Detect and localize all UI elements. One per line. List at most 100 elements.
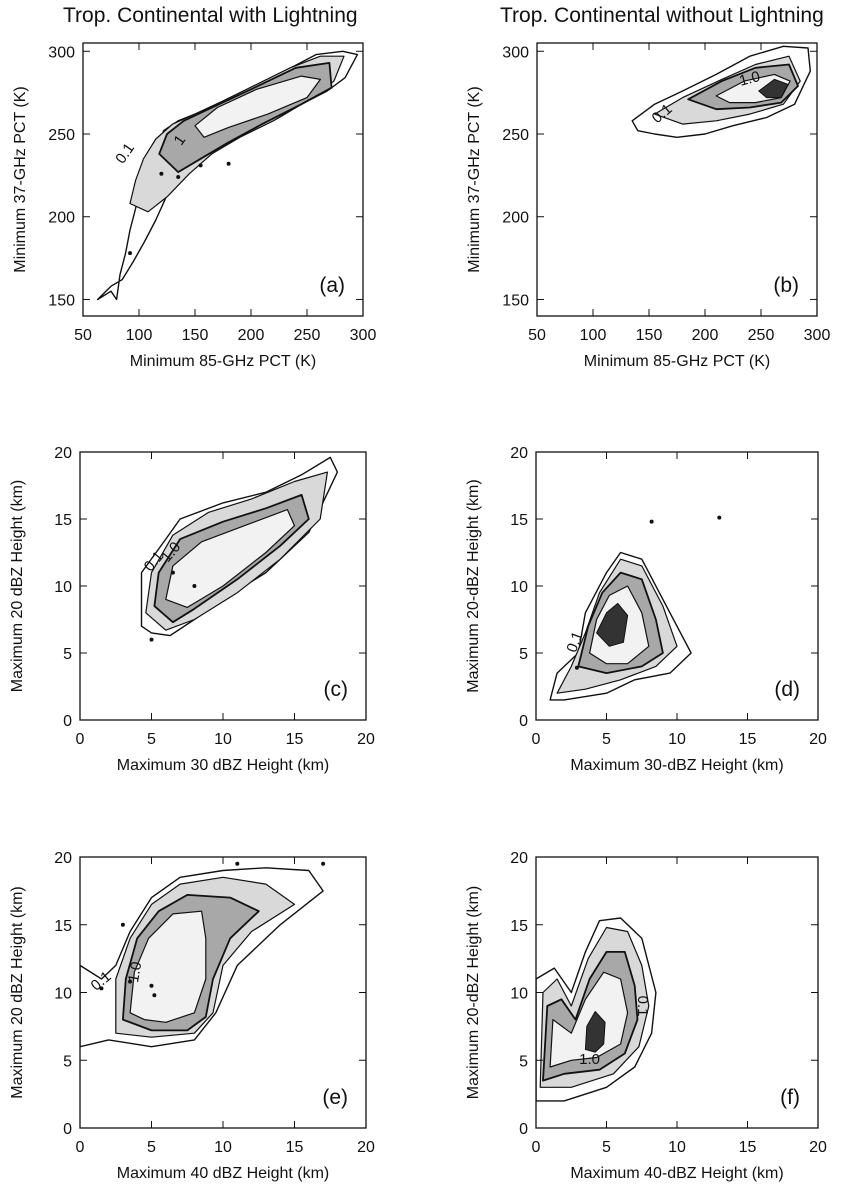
x-tick-label: 0 xyxy=(76,1139,85,1156)
contour-region-dark xyxy=(758,78,789,99)
contour-region-outer xyxy=(80,867,324,1048)
x-axis-label: Minimum 85-GHz PCT (K) xyxy=(130,353,316,370)
panel-f: 0.1 1.0 0 5 10 15 20 0 5 10 15 20 Maximum 40-dBZ Hei… xyxy=(465,850,827,1182)
y-tick-label: 0 xyxy=(519,1121,528,1138)
data-point xyxy=(192,584,197,588)
y-tick-label: 5 xyxy=(519,1053,528,1070)
y-tick-label: 0 xyxy=(63,713,72,730)
y-tick-label: 20 xyxy=(510,850,528,867)
x-tick-label: 250 xyxy=(748,327,775,344)
y-axis-label: Maximum 20-dBZ Height (km) xyxy=(465,886,482,1099)
contour-region-inner xyxy=(194,75,321,138)
y-tick-label: 15 xyxy=(510,918,528,935)
x-tick-label: 300 xyxy=(804,327,831,344)
data-point xyxy=(198,163,203,168)
contour-label: 0.1 xyxy=(563,629,586,654)
data-point xyxy=(574,665,579,670)
x-tick-label: 5 xyxy=(602,731,611,748)
y-tick-label: 200 xyxy=(502,210,529,227)
data-point xyxy=(99,986,104,991)
data-point xyxy=(321,861,326,866)
y-axis-label: Maximum 20 dBZ Height (km) xyxy=(9,886,26,1099)
x-tick-label: 150 xyxy=(636,327,663,344)
x-tick-label: 100 xyxy=(580,327,607,344)
y-tick-label: 150 xyxy=(48,292,75,309)
x-tick-label: 20 xyxy=(809,731,827,748)
x-tick-label: 150 xyxy=(182,327,209,344)
contour-region-outer xyxy=(631,45,811,139)
contour-label: 0.1 xyxy=(112,140,138,167)
contour-region-dark xyxy=(596,602,629,647)
y-tick-label: 5 xyxy=(63,646,72,663)
y-tick-label: 15 xyxy=(510,512,528,529)
x-tick-label: 0 xyxy=(76,731,85,748)
data-point xyxy=(149,983,154,988)
x-tick-label: 10 xyxy=(668,1139,686,1156)
y-tick-label: 20 xyxy=(54,850,72,867)
x-tick-label: 300 xyxy=(350,327,377,344)
panel-a: 0.1 1 50 100 150 200 250 300 150 200 250 300 Minimum… xyxy=(12,42,377,370)
contour-region-inner xyxy=(165,509,296,609)
data-point xyxy=(717,515,722,520)
x-tick-label: 15 xyxy=(739,1139,757,1156)
panel-e: 0.1 1.0 0 5 10 15 20 0 5 10 15 20 Maximum 40 dBZ Hei… xyxy=(9,850,375,1182)
contour-label: 1.0 xyxy=(579,1051,600,1068)
plot-area: 0.1 1.0 xyxy=(536,917,657,1102)
data-point xyxy=(159,171,164,176)
panel-label: (a) xyxy=(319,274,345,297)
x-tick-label: 5 xyxy=(602,1139,611,1156)
panel-label: (c) xyxy=(324,678,349,701)
x-tick-label: 5 xyxy=(147,731,156,748)
x-tick-label: 10 xyxy=(214,731,232,748)
x-tick-label: 100 xyxy=(126,327,153,344)
panel-c: 0.11.0 0 5 10 15 20 0 5 10 15 20 Maximum 30 dBZ Hei… xyxy=(9,445,375,774)
data-point xyxy=(120,922,125,927)
x-tick-label: 20 xyxy=(357,731,375,748)
column-title-with-lightning: Trop. Continental with Lightning xyxy=(63,4,358,27)
panel-label: (e) xyxy=(322,1086,348,1109)
panel-d: 0.1 0 5 10 15 20 0 5 10 15 20 Maximum 30-dBZ Height… xyxy=(465,445,827,774)
y-tick-label: 200 xyxy=(48,210,75,227)
data-point xyxy=(235,861,240,866)
data-point xyxy=(226,161,231,166)
x-tick-label: 200 xyxy=(238,327,265,344)
data-point xyxy=(128,251,133,256)
contour-region-dark xyxy=(584,1011,606,1053)
data-point xyxy=(128,979,133,984)
x-tick-label: 50 xyxy=(74,327,92,344)
y-tick-label: 5 xyxy=(63,1053,72,1070)
y-tick-label: 10 xyxy=(510,986,528,1003)
plot-area: 0.11.0 xyxy=(631,45,811,139)
x-tick-label: 10 xyxy=(214,1139,232,1156)
plot-area: 0.11.0 xyxy=(141,456,339,642)
y-axis-label: Maximum 20-dBZ Height (km) xyxy=(465,479,482,692)
x-axis-label: Maximum 40 dBZ Height (km) xyxy=(117,1165,330,1182)
contour-label: 0.1 xyxy=(634,996,651,1017)
y-tick-label: 300 xyxy=(48,44,75,61)
y-tick-label: 10 xyxy=(510,579,528,596)
x-tick-label: 50 xyxy=(528,327,546,344)
y-tick-label: 20 xyxy=(54,445,72,462)
x-tick-label: 15 xyxy=(286,1139,304,1156)
y-tick-label: 15 xyxy=(54,918,72,935)
data-point xyxy=(170,570,175,575)
x-tick-label: 5 xyxy=(147,1139,156,1156)
y-tick-label: 300 xyxy=(502,44,529,61)
x-tick-label: 20 xyxy=(809,1139,827,1156)
y-tick-label: 20 xyxy=(510,445,528,462)
y-tick-label: 0 xyxy=(63,1121,72,1138)
x-tick-label: 250 xyxy=(294,327,321,344)
y-tick-label: 250 xyxy=(48,127,75,144)
x-axis-label: Minimum 85-GHz PCT (K) xyxy=(584,353,770,370)
contour-label: 1.0 xyxy=(125,960,145,983)
plot-frame xyxy=(82,42,364,317)
y-tick-label: 250 xyxy=(502,127,529,144)
y-axis-label: Minimum 37-GHz PCT (K) xyxy=(12,86,29,272)
x-axis-label: Maximum 30 dBZ Height (km) xyxy=(117,757,330,774)
x-tick-label: 200 xyxy=(692,327,719,344)
contour-region-inner xyxy=(549,971,629,1068)
data-point xyxy=(149,637,154,642)
x-axis-label: Maximum 40-dBZ Height (km) xyxy=(570,1165,783,1182)
y-tick-label: 10 xyxy=(54,986,72,1003)
